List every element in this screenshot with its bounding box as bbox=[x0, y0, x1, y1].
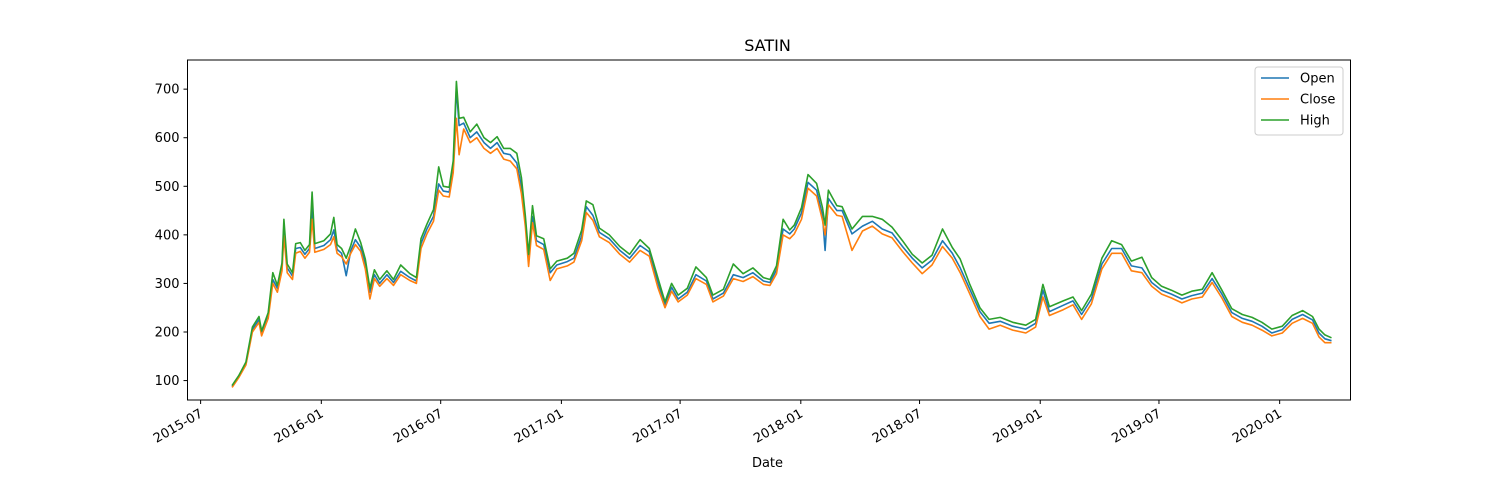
x-tick-label: 2018-01 bbox=[751, 406, 806, 446]
x-tick-label: 2019-01 bbox=[991, 406, 1046, 446]
legend-box bbox=[1254, 66, 1344, 136]
chart-title: SATIN bbox=[744, 36, 791, 55]
y-tick-label: 500 bbox=[155, 180, 180, 195]
legend-label-open: Open bbox=[1300, 72, 1335, 87]
x-axis: 2015-07 2016-01 2016-07 2017-01 2017-07 2018-… bbox=[151, 400, 1285, 447]
y-tick-label: 200 bbox=[155, 326, 180, 341]
plot-area bbox=[231, 80, 1332, 388]
y-axis: 100 200 300 400 500 600 700 bbox=[155, 83, 188, 389]
series-line-high bbox=[231, 80, 1332, 386]
x-tick-label: 2017-07 bbox=[631, 406, 686, 446]
x-tick-label: 2018-07 bbox=[870, 406, 925, 446]
x-tick-label: 2015-07 bbox=[151, 406, 206, 446]
legend-label-close: Close bbox=[1300, 93, 1335, 108]
x-tick-label: 2017-01 bbox=[512, 406, 567, 446]
x-tick-label: 2016-01 bbox=[272, 406, 327, 446]
x-tick-label: 2020-01 bbox=[1230, 406, 1285, 446]
plot-frame bbox=[187, 59, 1351, 401]
y-tick-label: 300 bbox=[155, 277, 180, 292]
y-tick-label: 400 bbox=[155, 228, 180, 243]
series-line-close bbox=[231, 117, 1332, 388]
x-tick-label: 2019-07 bbox=[1109, 406, 1164, 446]
series-line-open bbox=[231, 87, 1332, 387]
x-axis-label: Date bbox=[752, 456, 783, 471]
legend: Open Close High bbox=[1254, 66, 1344, 136]
y-tick-label: 100 bbox=[155, 374, 180, 389]
legend-label-high: High bbox=[1300, 114, 1330, 129]
y-tick-label: 600 bbox=[155, 131, 180, 146]
x-tick-label: 2016-07 bbox=[391, 406, 446, 446]
y-tick-label: 700 bbox=[155, 83, 180, 98]
